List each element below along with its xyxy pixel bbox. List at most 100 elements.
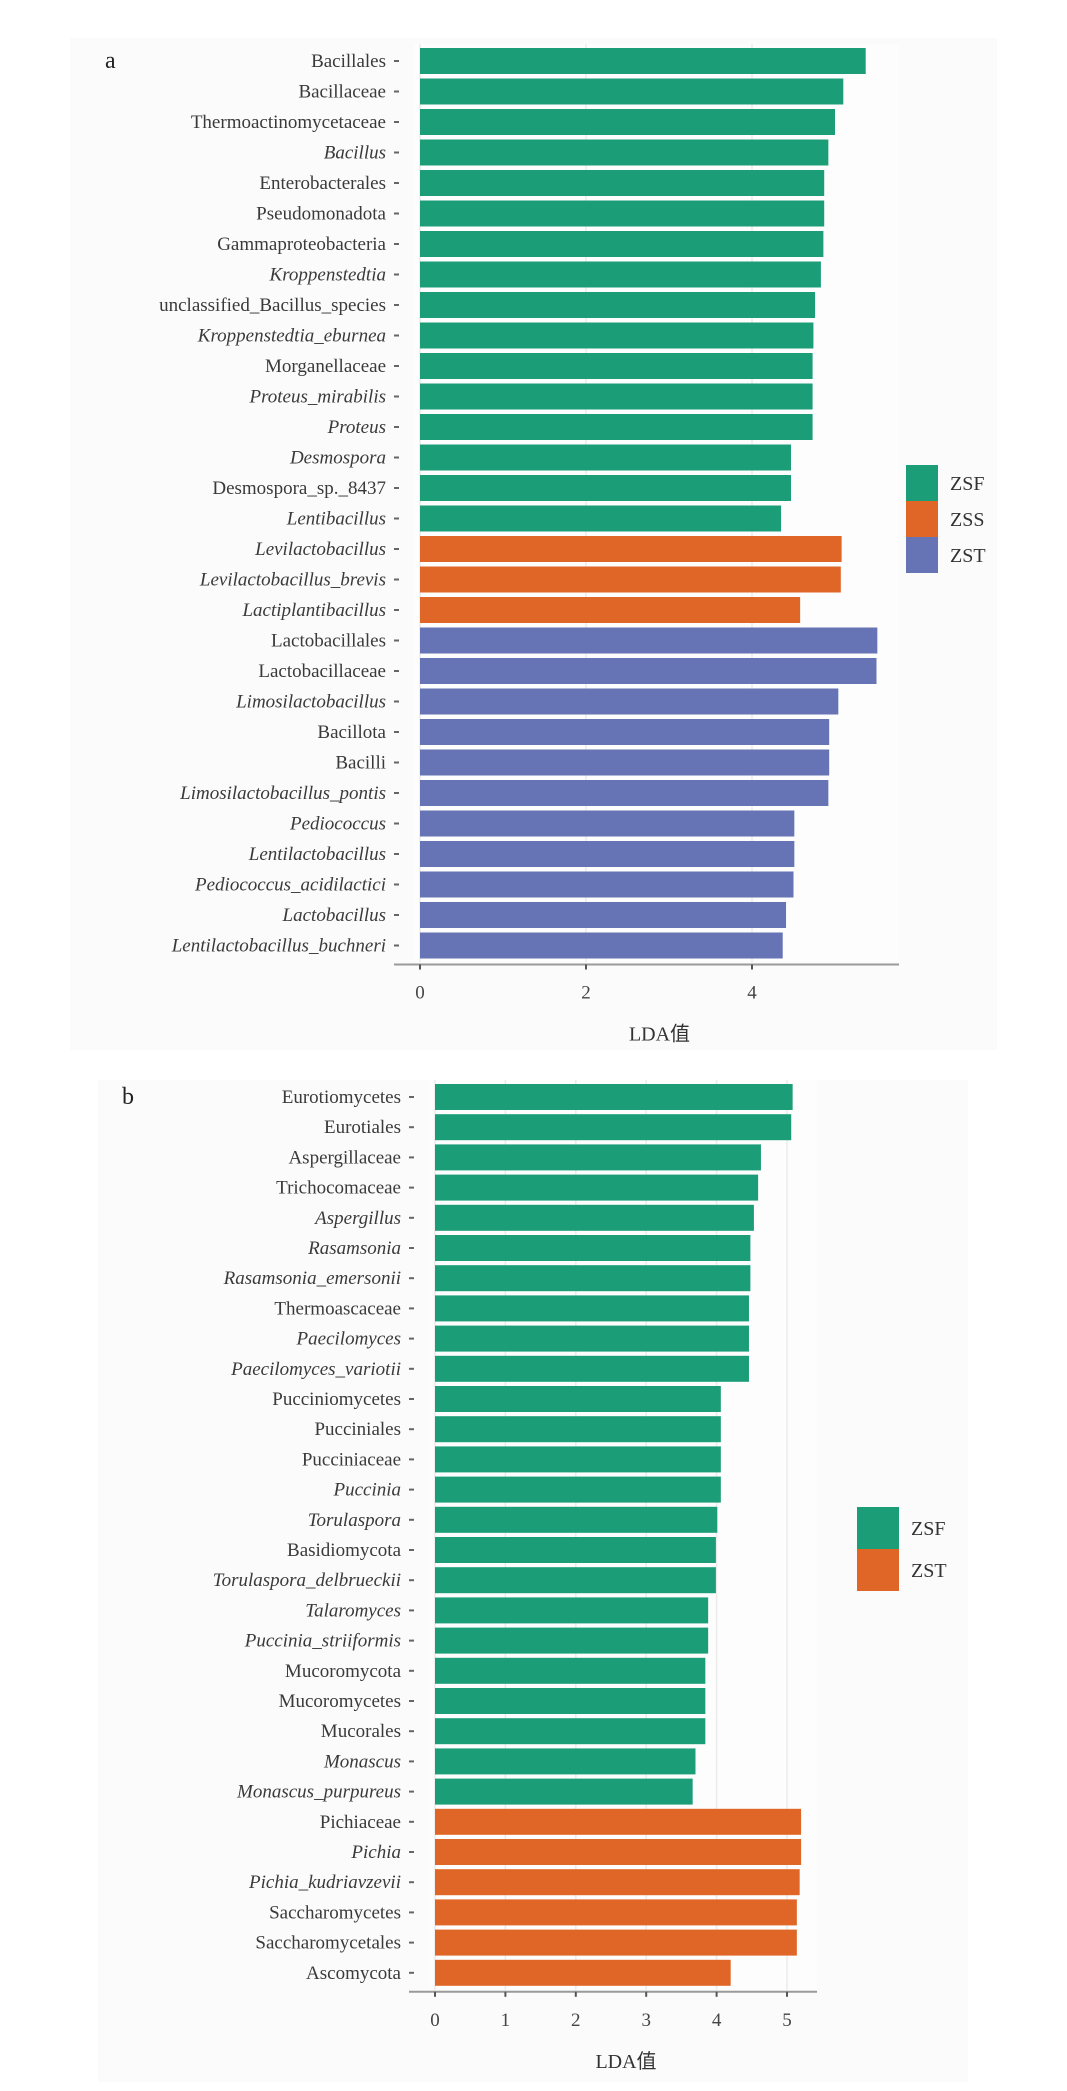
bar-pichia <box>435 1839 802 1865</box>
category-label: Pseudomonadota <box>256 204 386 225</box>
bar-levilactobacillus <box>420 536 842 562</box>
bar-lentilactobacillus-buchneri <box>420 932 783 959</box>
category-label: Talaromyces <box>305 1600 401 1621</box>
bar-basidiomycota <box>435 1537 716 1563</box>
category-label: Mucorales <box>321 1721 401 1742</box>
x-tick-label: 2 <box>581 983 591 1004</box>
bar-kroppenstedtia <box>420 261 821 288</box>
category-label: Pediococcus_acidilactici <box>194 875 386 896</box>
bar-bacilli <box>420 749 830 776</box>
bar-desmospora <box>420 444 792 471</box>
bar-torulaspora <box>435 1506 718 1533</box>
category-label: Torulaspora_delbrueckii <box>213 1570 401 1591</box>
legend-label-zsf: ZSF <box>950 473 984 495</box>
x-tick-label: 2 <box>571 2010 581 2031</box>
bar-limosilactobacillus <box>420 688 839 715</box>
bar-limosilactobacillus-pontis <box>420 780 829 806</box>
legend-swatch-zsf <box>857 1507 899 1549</box>
bar-morganellaceae <box>420 353 813 379</box>
legend-label-zst: ZST <box>950 545 986 567</box>
x-axis-title: LDA值 <box>629 1023 690 1046</box>
bar-bacillota <box>420 719 830 745</box>
bar-aspergillaceae <box>435 1144 761 1171</box>
bar-pediococcus <box>420 810 795 837</box>
category-label: Gammaproteobacteria <box>217 234 386 255</box>
bar-saccharomycetes <box>435 1899 797 1926</box>
bar-enterobacterales <box>420 170 825 196</box>
bar-unclassified-bacillus-species <box>420 292 816 318</box>
category-label: Lactiplantibacillus <box>241 600 386 621</box>
category-label: Desmospora_sp._8437 <box>212 478 386 499</box>
category-label: Pichiaceae <box>320 1812 401 1833</box>
bar-desmospora-sp-8437 <box>420 475 792 501</box>
category-label: Ascomycota <box>306 1963 402 1984</box>
bar-lactiplantibacillus <box>420 597 801 623</box>
category-label: Eurotiales <box>324 1117 401 1138</box>
category-label: Mucoromycetes <box>279 1691 401 1712</box>
bar-gammaproteobacteria <box>420 231 824 257</box>
category-label: Aspergillaceae <box>288 1147 401 1168</box>
category-label: Basidiomycota <box>287 1540 402 1561</box>
category-label: Proteus <box>327 417 386 438</box>
bar-levilactobacillus-brevis <box>420 566 841 593</box>
category-label: Enterobacterales <box>259 173 386 194</box>
legend-label-zst: ZST <box>911 1560 947 1582</box>
category-label: Levilactobacillus <box>254 539 386 560</box>
x-tick-label: 4 <box>747 983 757 1004</box>
bar-paecilomyces <box>435 1325 749 1352</box>
category-label: Lentibacillus <box>286 509 386 530</box>
bar-saccharomycetales <box>435 1929 797 1956</box>
category-label: Levilactobacillus_brevis <box>199 570 386 591</box>
category-label: Puccinia <box>332 1480 401 1501</box>
x-tick-label: 3 <box>641 2010 651 2031</box>
bar-monascus <box>435 1748 696 1775</box>
legend-swatch-zst <box>906 537 938 573</box>
bar-pucciniomycetes <box>435 1386 721 1412</box>
bar-kroppenstedtia-eburnea <box>420 322 814 349</box>
category-label: Bacilli <box>335 753 386 774</box>
bar-lentibacillus <box>420 505 782 532</box>
plot-area <box>414 44 899 963</box>
legend-swatch-zst <box>857 1549 899 1591</box>
category-label: Mucoromycota <box>285 1661 402 1682</box>
bar-puccinia-striiformis <box>435 1627 709 1654</box>
category-label: Monascus <box>323 1751 401 1772</box>
category-label: Pichia_kudriavzevii <box>248 1872 401 1893</box>
category-label: Lentilactobacillus_buchneri <box>171 936 386 957</box>
category-label: Saccharomycetales <box>255 1933 401 1954</box>
bar-proteus-mirabilis <box>420 383 813 410</box>
category-label: Trichocomaceae <box>276 1178 401 1199</box>
lda-chart-a: a Bacillales Bacillaceae Thermoactinomyceta… <box>105 44 986 1046</box>
x-tick-label: 0 <box>415 983 425 1004</box>
category-label: Bacillales <box>311 51 386 72</box>
bar-ascomycota <box>435 1959 731 1986</box>
category-label: Pediococcus <box>289 814 386 835</box>
category-label: Paecilomyces <box>296 1329 401 1350</box>
x-tick-label: 1 <box>501 2010 511 2031</box>
category-label: Monascus_purpureus <box>236 1782 401 1803</box>
category-label: Kroppenstedtia <box>269 265 386 286</box>
category-label: Pucciniomycetes <box>272 1389 401 1410</box>
bar-lactobacillales <box>420 627 878 654</box>
category-label: Pichia <box>350 1842 401 1863</box>
bar-monascus-purpureus <box>435 1778 693 1805</box>
bar-torulaspora-delbrueckii <box>435 1567 716 1594</box>
category-label: Morganellaceae <box>265 356 386 377</box>
bar-talaromyces <box>435 1597 709 1624</box>
category-label: Puccinia_striiformis <box>244 1631 401 1652</box>
category-label: Limosilactobacillus_pontis <box>179 783 386 804</box>
bar-paecilomyces-variotii <box>435 1355 749 1382</box>
category-label: unclassified_Bacillus_species <box>159 295 386 316</box>
bar-mucorales <box>435 1718 706 1745</box>
category-label: Eurotiomycetes <box>282 1087 401 1108</box>
panel-label: a <box>105 48 116 74</box>
bar-pichia-kudriavzevii <box>435 1869 800 1896</box>
bar-pucciniales <box>435 1416 721 1443</box>
legend-label-zsf: ZSF <box>911 1518 945 1540</box>
x-tick-label: 5 <box>782 2010 792 2031</box>
bar-eurotiomycetes <box>435 1084 793 1110</box>
bar-trichocomaceae <box>435 1174 759 1201</box>
x-axis-title: LDA值 <box>595 2050 656 2073</box>
x-tick-label: 0 <box>430 2010 440 2031</box>
plot-area <box>429 1080 817 1990</box>
